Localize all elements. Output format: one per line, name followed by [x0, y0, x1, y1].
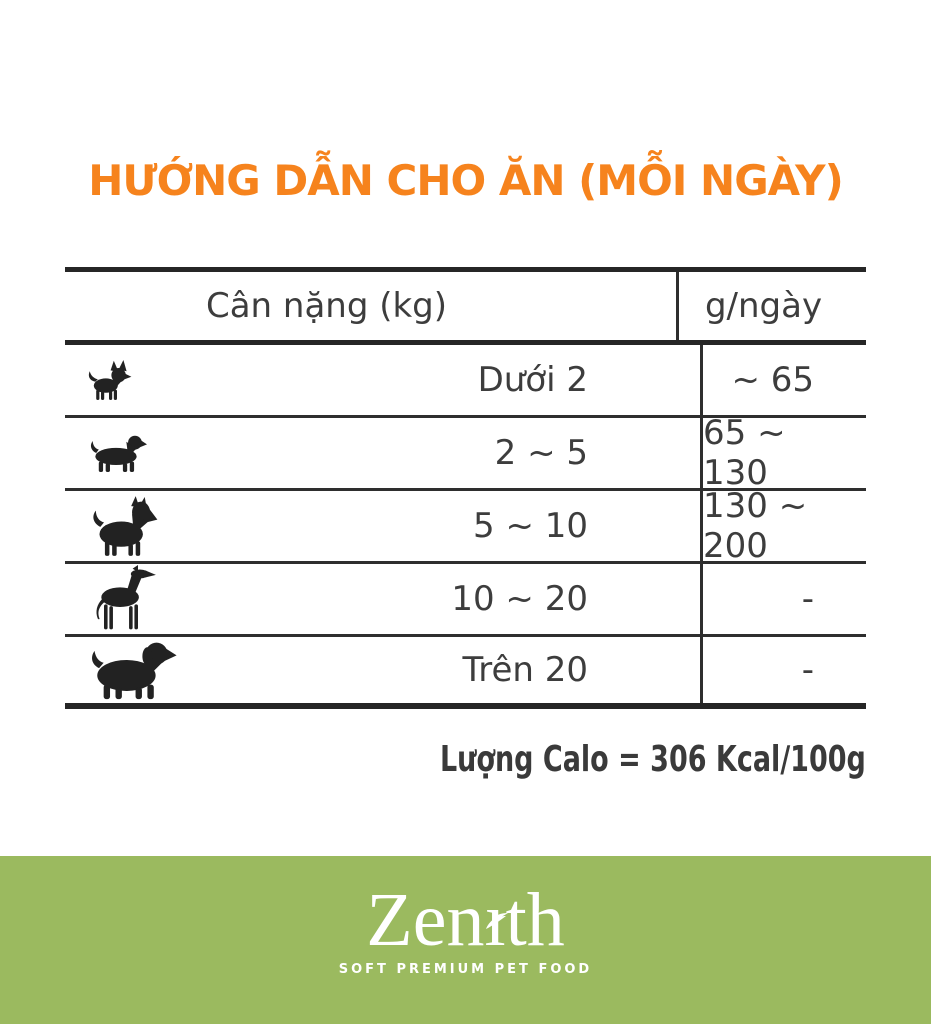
dog-medium-icon — [85, 496, 161, 556]
table-row: 10 ~ 20 - — [65, 564, 866, 637]
table-row: Trên 20 - — [65, 637, 866, 709]
brand-text-part1: Zen — [366, 878, 485, 962]
footer-brand-band: Zenı th SOFT PREMIUM PET FOOD — [0, 856, 931, 1024]
table-row: Dưới 2 ~ 65 — [65, 345, 866, 418]
table-row: 2 ~ 5 65 ~ 130 — [65, 413, 866, 493]
grams-cell: ~ 65 — [731, 360, 814, 400]
weight-cell: Dưới 2 — [65, 345, 703, 415]
column-header-grams: g/ngày — [704, 286, 823, 326]
leaf-icon — [486, 866, 510, 942]
page-title: HƯỚNG DẪN CHO ĂN (MỖI NGÀY) — [88, 156, 844, 205]
brand-logo: Zenı th — [0, 856, 931, 958]
dog-xlarge-icon — [85, 639, 177, 701]
feeding-guide-table: Cân nặng (kg) g/ngày Dưới 2 ~ 65 2 ~ 5 — [65, 267, 866, 709]
table-header-row: Cân nặng (kg) g/ngày — [65, 272, 866, 345]
grams-cell: - — [801, 579, 814, 619]
grams-cell: 65 ~ 130 — [703, 413, 786, 493]
column-header-weight: Cân nặng (kg) — [65, 272, 679, 340]
table-row: 5 ~ 10 130 ~ 200 — [65, 486, 866, 566]
weight-cell: Trên 20 — [65, 637, 703, 703]
dog-small-icon — [85, 431, 147, 475]
calorie-note: Lượng Calo = 306 Kcal/100g — [440, 739, 866, 780]
grams-cell: - — [801, 650, 814, 690]
dog-toy-icon — [85, 359, 133, 401]
grams-cell: 130 ~ 200 — [703, 486, 808, 566]
weight-cell: 5 ~ 10 — [65, 491, 703, 561]
brand-letter-i: ı — [484, 882, 509, 958]
weight-cell: 2 ~ 5 — [65, 418, 703, 488]
weight-cell: 10 ~ 20 — [65, 564, 703, 634]
dog-large-icon — [85, 565, 157, 633]
brand-tagline: SOFT PREMIUM PET FOOD — [338, 962, 593, 977]
brand-text-part2: th — [505, 878, 565, 962]
